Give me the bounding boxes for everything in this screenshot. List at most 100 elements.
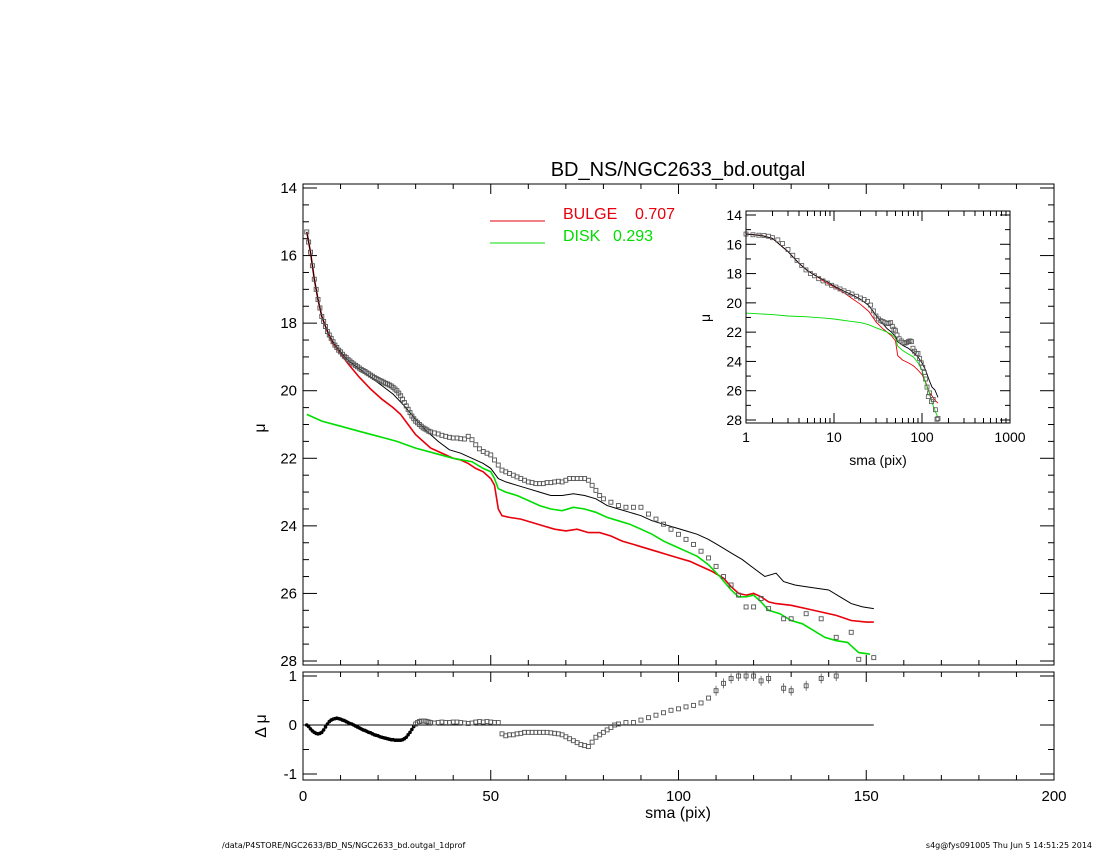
residual-point [676,706,681,712]
data-point [856,656,862,662]
inset-data-point [924,384,930,390]
data-point [306,239,312,245]
residual-point [706,695,711,701]
x-tick-label: 150 [854,788,879,805]
x-tick-label: 200 [1041,788,1066,805]
inset-data-point [910,345,916,351]
data-point [766,606,772,612]
inset-data-point [868,302,873,308]
residual-point [404,735,409,740]
inset-data-point [780,241,785,246]
residual-point [319,730,324,735]
inset-data-point [920,364,926,370]
data-point [323,324,328,329]
inset-data-point [761,233,767,238]
data-point [585,477,591,483]
main-y-tick-label: 24 [280,518,297,535]
data-point [698,548,704,554]
residual-point [604,727,610,733]
data-point [751,604,757,610]
data-point [743,604,749,610]
main-y-tick-label: 14 [280,180,297,197]
data-point [848,629,854,635]
footer-file-path: /data/P4STORE/NGC2633/BD_NS/NGC2633_bd.o… [222,841,466,850]
data-point [488,452,494,458]
inset-data-point [891,326,897,332]
inset-x-tick-label: 10 [826,429,842,445]
residual-point [585,744,591,750]
residual-point [630,720,636,725]
inset-series [743,231,941,422]
main-panel: 14 16 18 20 22 24 26 28 μ BULGE 0.707 DISK 0.29… [252,180,1055,670]
data-point [646,511,651,517]
data-point [311,276,317,282]
legend-value-disk: 0.293 [613,228,653,245]
footer-timestamp: s4g@fys091005 Thu Jun 5 14:51:25 2014 [926,841,1092,850]
main-y-tick-label: 16 [280,248,297,265]
legend: BULGE 0.707 DISK 0.293 [490,206,675,245]
inset-y-tick-label: 16 [726,236,742,252]
inset-y-tick-labels: 14 16 18 20 22 24 26 28 [726,207,742,428]
data-point [818,616,824,622]
residual-point [593,734,599,740]
data-point [683,536,689,542]
residual-point [597,732,603,738]
residual-series [304,671,839,750]
data-point [788,616,794,622]
data-point [313,286,319,292]
main-series [304,229,877,662]
residual-point [623,720,629,725]
inset-data-point [790,252,796,258]
data-point [321,319,327,324]
data-point [589,482,595,488]
main-y-tick-label: 26 [280,585,297,602]
inset-data-point [935,416,941,421]
data-point [608,499,614,505]
inset-y-tick-label: 24 [726,353,742,369]
data-point [319,313,325,319]
data-point [676,531,681,537]
inset-data-point [915,350,921,356]
residual-point [410,727,414,732]
inset-data-point [873,313,879,319]
inset-data-point [794,257,800,263]
residual-point [306,724,311,729]
x-tick-label: 50 [482,788,499,805]
x-axis-label: sma (pix) [645,805,711,822]
data-point [668,526,674,532]
inset-data-point [927,390,932,396]
inset-y-axis-label: μ [697,314,713,322]
data-point [758,596,764,601]
inset-y-tick-label: 14 [726,207,742,223]
main-ticks [302,184,1055,665]
data-point [781,616,787,622]
data-point [630,504,636,510]
inset-panel: 14 16 18 20 22 24 26 28 1 10 100 1000 μ sma (pix) [697,207,1026,468]
inset-data-point [785,247,791,252]
data-point [721,574,727,579]
data-point [653,516,659,522]
inset-data-point [799,263,805,268]
residual-y-axis-label: Δ μ [253,714,270,737]
data-point [691,541,696,547]
main-y-tick-label: 18 [280,315,297,332]
inset-y-tick-label: 22 [726,324,742,340]
data-point [833,634,839,640]
residual-point [615,721,621,727]
data-point [315,297,321,302]
data-point [469,437,475,443]
data-point [465,433,471,439]
data-point [473,442,479,448]
inset-data-point [775,237,781,243]
inset-y-tick-label: 18 [726,266,742,282]
inset-data-point [803,267,809,273]
residual-point [683,704,689,710]
data-point [600,496,606,502]
data-point [593,487,599,493]
inset-y-tick-label: 26 [726,383,742,399]
main-y-tick-label: 22 [280,450,297,467]
data-point [477,446,482,452]
inset-x-axis-label: sma (pix) [849,452,907,468]
main-y-tick-label: 20 [280,383,297,400]
